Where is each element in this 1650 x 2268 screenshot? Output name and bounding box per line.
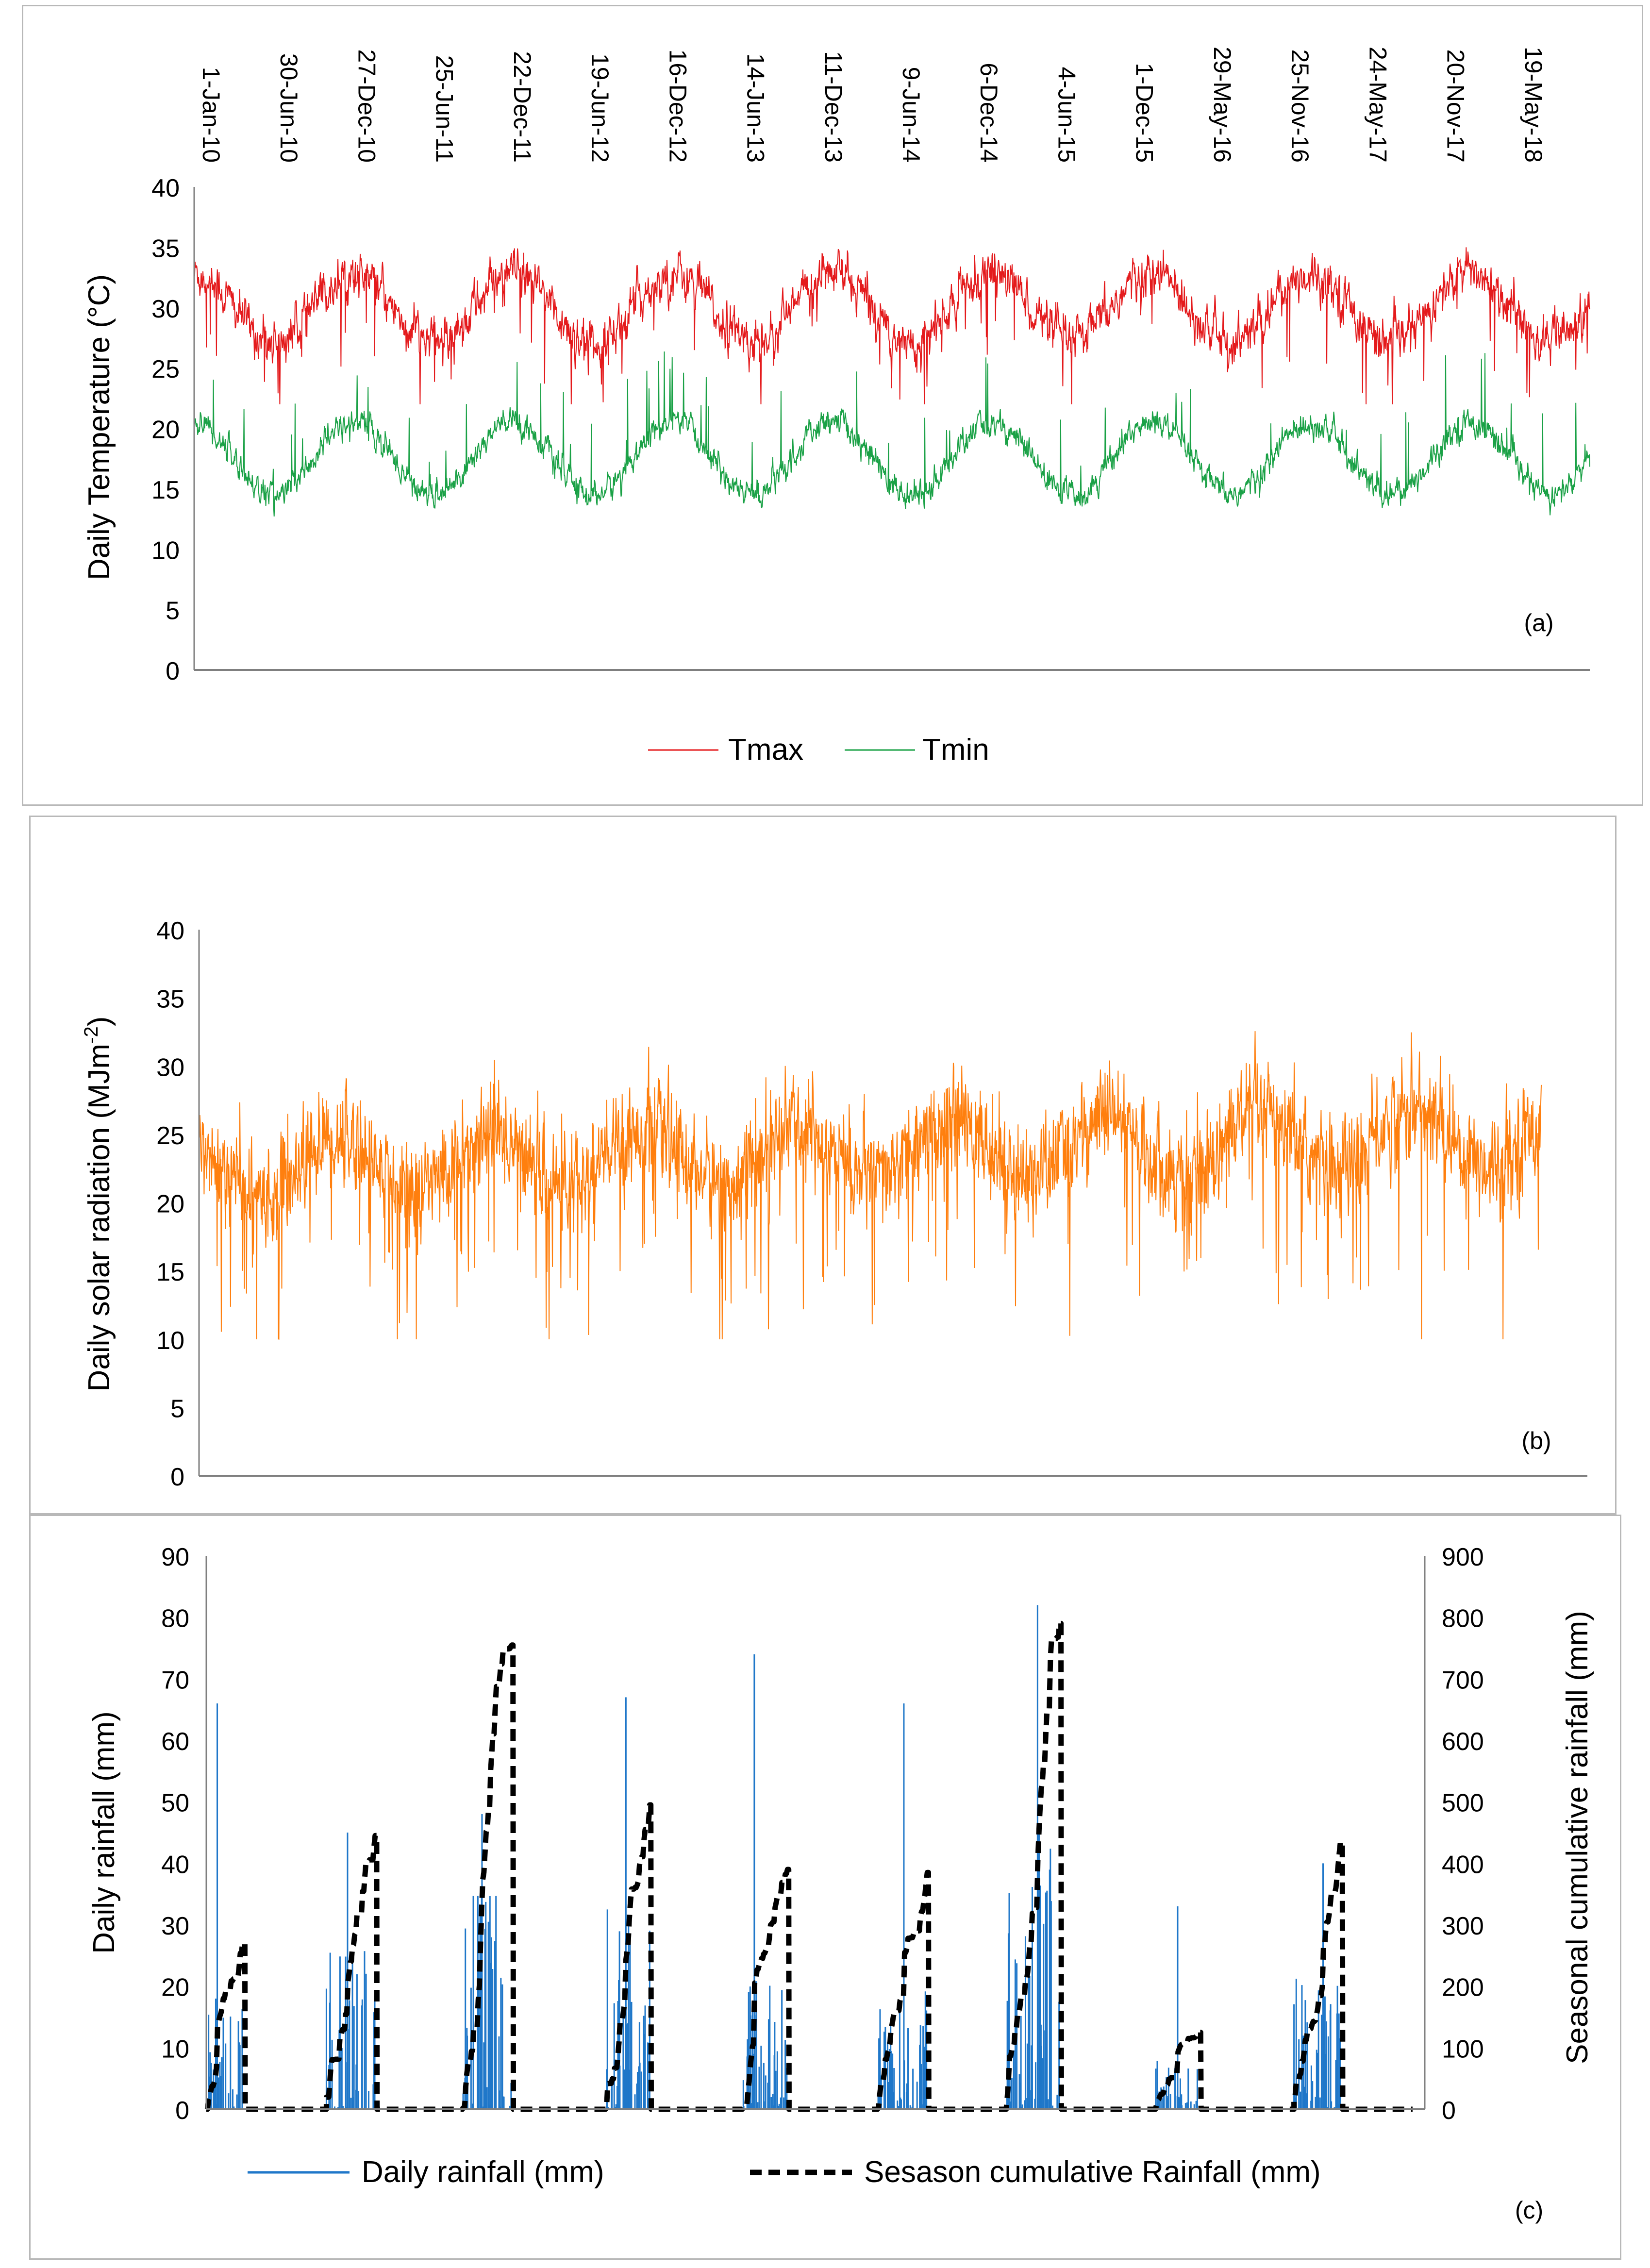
y2-axis-label: Seasonal cumulative rainfall (mm) [1561, 1611, 1594, 2064]
y-tick-label: 40 [161, 1851, 189, 1879]
legend-label-tmax: Tmax [728, 733, 803, 767]
date-tick-label: 22-Dec-11 [509, 51, 536, 163]
date-tick-label: 4-Jun-15 [1053, 67, 1080, 163]
y2-tick-label: 500 [1442, 1789, 1484, 1818]
y2-tick-label: 800 [1442, 1605, 1484, 1633]
series-lines [194, 247, 1590, 517]
y-axis-label-sup: -2 [81, 1026, 102, 1044]
date-tick-label: 19-Jun-12 [586, 53, 614, 163]
y-tick-labels: 0 10 20 30 40 50 60 70 80 90 [161, 1543, 189, 2125]
date-tick-label: 25-Nov-16 [1286, 50, 1314, 163]
daily-rainfall-bars [208, 1605, 1341, 2109]
series-line-radiation [199, 1031, 1542, 1340]
y-axis-label-end: ) [83, 1017, 116, 1027]
y-axis-label: Daily Temperature (°C) [83, 274, 116, 580]
temperature-chart: 1-Jan-10 30-Jun-10 27-Dec-10 25-Jun-11 22-De… [83, 47, 1590, 767]
legend-label-daily: Daily rainfall (mm) [362, 2155, 604, 2189]
y2-tick-label: 100 [1442, 2035, 1484, 2063]
y-tick-label: 0 [175, 2097, 189, 2125]
series-lines [199, 1031, 1542, 1340]
cumulative-rainfall-line [204, 1620, 1413, 2112]
y2-tick-label: 200 [1442, 1974, 1484, 2002]
y-tick-label: 35 [151, 234, 180, 263]
y-tick-label: 10 [161, 2035, 189, 2063]
y-tick-label: 20 [156, 1190, 184, 1218]
y-axis-label: Daily rainfall (mm) [87, 1711, 121, 1953]
legend-label-cumulative: Sesason cumulative Rainfall (mm) [864, 2155, 1321, 2189]
y-tick-label: 25 [156, 1122, 184, 1150]
date-tick-label: 14-Jun-13 [742, 53, 769, 163]
y2-tick-label: 400 [1442, 1851, 1484, 1879]
y-tick-label: 50 [161, 1789, 189, 1818]
date-tick-label: 24-May-17 [1364, 47, 1391, 163]
date-tick-label: 9-Jun-14 [898, 67, 925, 163]
series-line-tmin [194, 351, 1590, 517]
rainfall-panel [29, 1515, 1621, 2260]
date-tick-label: 1-Dec-15 [1131, 63, 1158, 163]
legend: Daily rainfall (mm) Sesason cumulative R… [248, 2155, 1321, 2189]
y-tick-label: 70 [161, 1666, 189, 1694]
y2-tick-label: 0 [1442, 2097, 1456, 2125]
y2-tick-label: 900 [1442, 1543, 1484, 1571]
y-tick-labels: 0 5 10 15 20 25 30 35 40 [156, 917, 184, 1491]
y-tick-label: 30 [161, 1912, 189, 1940]
y-tick-label: 90 [161, 1543, 189, 1571]
y-tick-label: 0 [170, 1463, 184, 1491]
y-tick-label: 20 [161, 1974, 189, 2002]
y2-tick-label: 300 [1442, 1912, 1484, 1940]
y-axis-label-text: Daily solar radiation (MJm [83, 1044, 116, 1392]
y-tick-label: 5 [166, 597, 180, 625]
date-tick-label: 1-Jan-10 [198, 67, 225, 163]
legend-label-tmin: Tmin [922, 733, 989, 767]
y-tick-label: 60 [161, 1728, 189, 1756]
date-tick-label: 20-Nov-17 [1442, 50, 1469, 163]
y2-tick-labels: 0 100 200 300 400 500 600 700 800 900 [1442, 1543, 1484, 2125]
date-tick-label: 11-Dec-13 [820, 51, 847, 163]
y-tick-label: 30 [151, 295, 180, 323]
y2-tick-label: 700 [1442, 1666, 1484, 1694]
temperature-panel [22, 5, 1643, 806]
date-tick-label: 16-Dec-12 [664, 50, 691, 163]
y-tick-label: 5 [170, 1395, 184, 1423]
y-tick-labels: 0 5 10 15 20 25 30 35 40 [151, 174, 180, 685]
cumulative-rainfall-lines [204, 1620, 1413, 2112]
y-tick-label: 15 [156, 1258, 184, 1286]
date-tick-label: 29-May-16 [1209, 47, 1236, 163]
y2-tick-label: 600 [1442, 1728, 1484, 1756]
legend: Tmax Tmin [648, 733, 989, 767]
y-tick-label: 80 [161, 1605, 189, 1633]
date-tick-label: 19-May-18 [1520, 47, 1547, 163]
date-tick-label: 6-Dec-14 [975, 63, 1002, 163]
panel-label: (c) [1515, 2197, 1543, 2224]
y-tick-label: 10 [151, 536, 180, 565]
date-tick-labels: 1-Jan-10 30-Jun-10 27-Dec-10 25-Jun-11 22-De… [198, 47, 1547, 163]
panel-label: (b) [1521, 1427, 1551, 1454]
y-axis-label: Daily solar radiation (MJm-2) [81, 1017, 116, 1392]
y-tick-label: 35 [156, 985, 184, 1014]
panel-label: (a) [1524, 609, 1553, 636]
rainfall-chart: 0 10 20 30 40 50 60 70 80 90 0 100 200 300 400 500 600 7… [87, 1543, 1594, 2224]
y-tick-label: 25 [151, 355, 180, 384]
y-tick-label: 30 [156, 1053, 184, 1082]
series-line-tmax [194, 247, 1590, 404]
y-tick-label: 15 [151, 476, 180, 504]
date-tick-label: 27-Dec-10 [353, 50, 380, 163]
y-tick-label: 40 [151, 174, 180, 202]
y-tick-label: 0 [166, 657, 180, 685]
y-tick-label: 20 [151, 416, 180, 444]
date-tick-label: 30-Jun-10 [275, 53, 302, 163]
y-tick-label: 10 [156, 1327, 184, 1355]
y-tick-label: 40 [156, 917, 184, 945]
solar-radiation-chart: 0 5 10 15 20 25 30 35 40 Daily solar radiation (… [81, 917, 1587, 1491]
date-tick-label: 25-Jun-11 [431, 55, 458, 163]
